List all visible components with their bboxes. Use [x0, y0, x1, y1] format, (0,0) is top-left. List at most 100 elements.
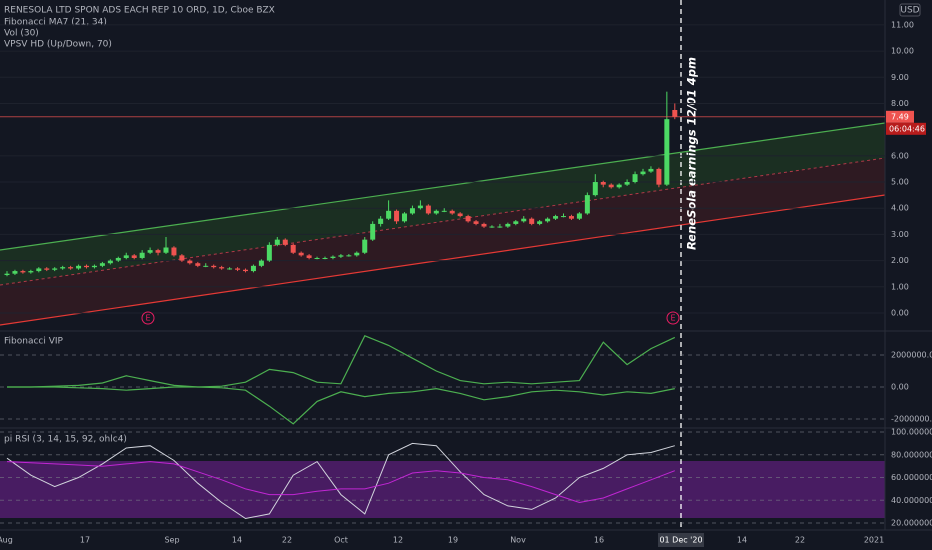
- y-tick-label: 5.00: [891, 178, 909, 187]
- candle-body: [330, 256, 336, 258]
- candle-body: [473, 221, 479, 224]
- x-tick-label: 16: [594, 536, 604, 545]
- candle-body: [561, 216, 566, 218]
- candle-body: [497, 226, 503, 228]
- candle-body: [576, 213, 582, 219]
- channel-lower-fill: [0, 158, 885, 325]
- candle-body: [250, 265, 256, 272]
- candle-body: [370, 223, 376, 240]
- y-tick-label: 100.000000: [891, 428, 932, 437]
- earnings-marker-label: E: [670, 314, 675, 323]
- rsi-line: [6, 461, 675, 504]
- x-tick-label: 22: [795, 536, 805, 545]
- x-tick-label: 14: [232, 536, 242, 545]
- currency-box[interactable]: [899, 3, 921, 17]
- candle-body: [608, 184, 614, 188]
- candle-body: [91, 265, 97, 268]
- candle-body: [52, 268, 58, 270]
- candle-body: [616, 184, 622, 188]
- y-tick-label: 40.000000: [891, 496, 932, 505]
- symbol-title: RENESOLA LTD SPON ADS EACH REP 10 ORD, 1…: [4, 6, 275, 16]
- candle-body: [243, 269, 248, 272]
- candle-body: [505, 223, 511, 227]
- candle-body: [592, 182, 598, 196]
- candle-body: [60, 267, 66, 269]
- earnings-marker-label: E: [145, 314, 150, 323]
- y-tick-label: 8.00: [891, 99, 909, 108]
- legend-item: Fibonacci MA7 (21, 34): [4, 18, 107, 28]
- legend-item: VPSV HD (Up/Down, 70): [4, 40, 112, 50]
- candle-body: [131, 255, 137, 258]
- candle-body: [115, 257, 121, 261]
- y-tick-label: 1.00: [891, 282, 909, 291]
- candle-body: [203, 265, 209, 267]
- countdown: 06:04:46: [889, 124, 925, 133]
- candle-body: [123, 255, 129, 258]
- x-tick-label: 12: [393, 536, 403, 545]
- candle-body: [481, 223, 487, 227]
- candle-body: [322, 257, 328, 259]
- candle-body: [417, 205, 423, 209]
- candle-body: [155, 250, 161, 253]
- x-tick-label: 01 Dec '20: [659, 536, 702, 545]
- x-tick-label: 2021: [864, 536, 884, 545]
- candle-body: [195, 263, 201, 266]
- y-tick-label: 20.000000: [891, 518, 932, 527]
- candle-body: [513, 221, 519, 224]
- y-tick-label: 10.00: [891, 47, 914, 56]
- candle-body: [553, 216, 559, 219]
- candle-body: [656, 168, 662, 185]
- candle-body: [457, 213, 463, 217]
- channel-mid: [0, 157, 886, 286]
- candle-body: [258, 260, 264, 266]
- y-tick-label: 4.00: [891, 204, 909, 213]
- x-tick-label: 19: [448, 536, 458, 545]
- candle-body: [147, 250, 153, 253]
- candle-body: [314, 257, 320, 259]
- earnings-marker: [141, 311, 155, 325]
- earnings-marker: [666, 311, 680, 325]
- candle-body: [529, 218, 535, 224]
- candle-body: [84, 265, 89, 268]
- candle-body: [171, 247, 177, 256]
- channel-top: [0, 122, 886, 251]
- candle-body: [187, 260, 193, 264]
- candle-body: [664, 119, 670, 185]
- y-tick-label: 9.00: [891, 73, 909, 82]
- candle-body: [298, 252, 304, 256]
- rsi-line: [6, 442, 675, 520]
- y-tick-label: -2000000.00: [891, 415, 932, 424]
- candle-body: [449, 210, 455, 214]
- candle-body: [394, 210, 400, 222]
- candle-body: [139, 252, 145, 258]
- y-tick-label: 2000000.00: [891, 351, 932, 360]
- candle-body: [640, 171, 646, 175]
- candle-body: [107, 260, 113, 264]
- last-price-box: [886, 110, 914, 123]
- candle-body: [290, 244, 296, 253]
- y-tick-label: 80.000000: [891, 450, 932, 459]
- candle-body: [99, 263, 105, 266]
- candle-body: [227, 268, 233, 270]
- channel-bottom: [0, 194, 886, 326]
- y-tick-label: 0.00: [891, 383, 909, 392]
- candle-body: [163, 247, 169, 253]
- countdown-box: [886, 122, 926, 135]
- last-price: 7.49: [891, 112, 909, 121]
- candle-body: [4, 273, 10, 275]
- candle-body: [378, 218, 384, 224]
- candle-body: [76, 265, 82, 269]
- pane-title: pi RSI (3, 14, 15, 92, ohlc4): [4, 435, 127, 445]
- candle-body: [179, 255, 185, 261]
- candle-body: [354, 252, 360, 256]
- pane-title: Fibonacci VIP: [4, 337, 64, 347]
- candle-body: [346, 255, 352, 257]
- candle-body: [648, 168, 654, 172]
- candle-body: [632, 174, 638, 183]
- candle-body: [441, 210, 447, 212]
- candle-body: [600, 182, 606, 185]
- rsi-band: [0, 461, 885, 518]
- candle-body: [68, 267, 74, 269]
- y-tick-label: 6.00: [891, 151, 909, 160]
